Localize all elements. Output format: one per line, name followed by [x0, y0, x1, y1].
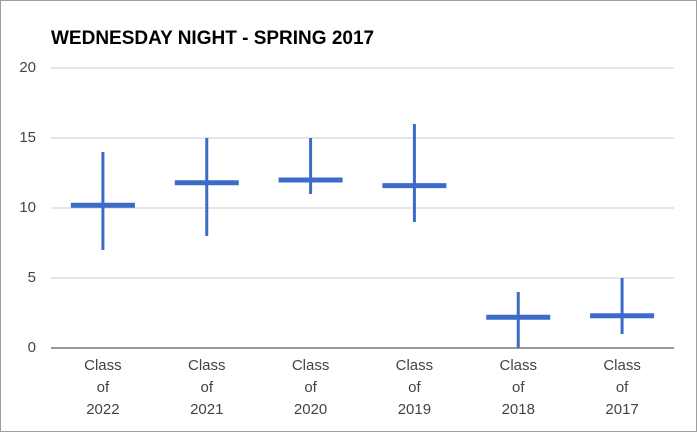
y-tick-label: 20	[19, 59, 36, 76]
y-tick-label: 15	[19, 129, 36, 146]
x-tick-label: Class of 2018	[499, 357, 537, 418]
x-tick-label: Class of 2020	[291, 357, 330, 418]
y-tick-label: 0	[28, 339, 36, 356]
x-tick-label: Class of 2021	[187, 357, 226, 418]
chart-title: WEDNESDAY NIGHT - SPRING 2017	[51, 28, 374, 49]
x-tick-label: Class of 2017	[603, 357, 641, 418]
x-tick-label: Class of 2019	[395, 357, 434, 418]
x-tick-label: Class of 2022	[84, 357, 122, 418]
y-tick-label: 10	[19, 199, 36, 216]
y-tick-label: 5	[28, 269, 36, 286]
